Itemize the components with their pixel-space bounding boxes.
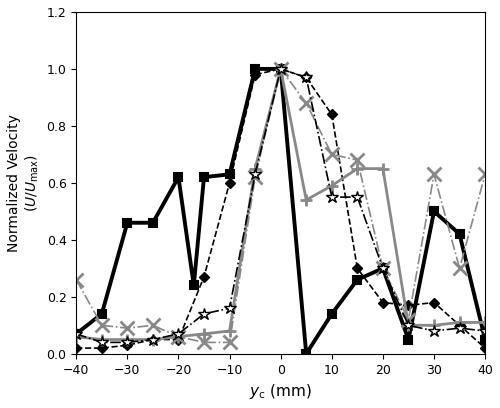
Y-axis label: Normalized Velocity
($U/U_\mathrm{max}$): Normalized Velocity ($U/U_\mathrm{max}$) xyxy=(7,114,41,252)
X-axis label: $y_\mathrm{c}$ (mm): $y_\mathrm{c}$ (mm) xyxy=(250,382,312,401)
